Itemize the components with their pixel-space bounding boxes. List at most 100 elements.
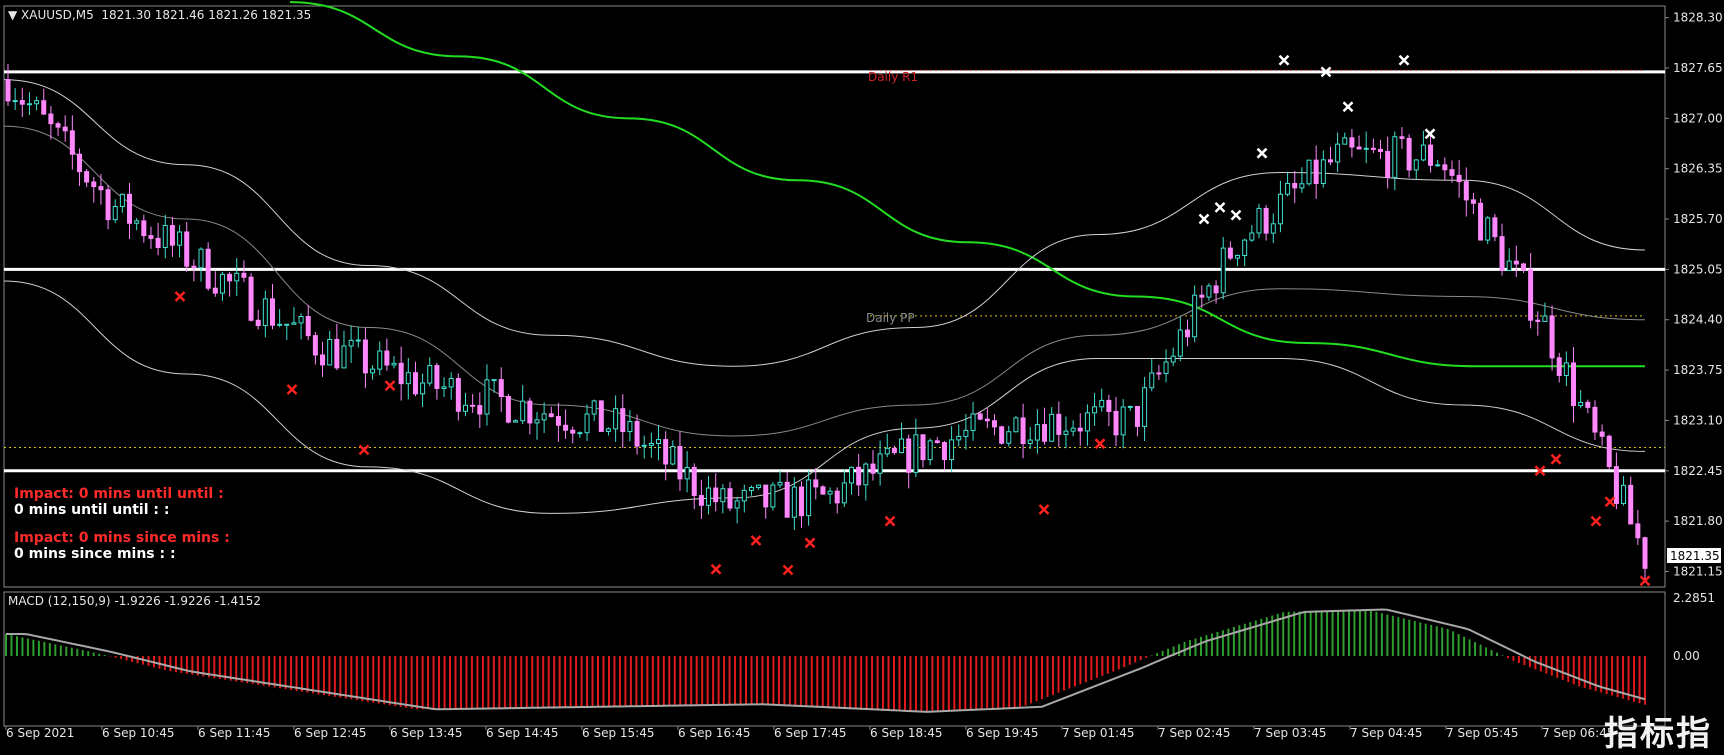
candle-body [891, 447, 897, 454]
price-tick-label: 1823.75 [1673, 363, 1723, 377]
candle-body [162, 225, 168, 248]
candle-body [141, 220, 147, 237]
candle-body [591, 400, 597, 415]
candle-body [284, 323, 290, 326]
envelope-bands [3, 1, 1646, 514]
candle-body [177, 231, 183, 246]
signal-cross [1278, 54, 1290, 66]
candle-body [191, 265, 197, 269]
candle-body [348, 339, 354, 347]
candle-body [970, 413, 976, 431]
candle-body [448, 377, 454, 388]
candle-body [648, 442, 654, 446]
candle-body [1084, 412, 1090, 432]
candle-body [1385, 151, 1391, 178]
candle-body [698, 494, 704, 506]
candle-body [1199, 294, 1205, 298]
signal-cross [384, 380, 396, 391]
candle-body [899, 438, 905, 454]
price-tick-label: 1823.10 [1673, 413, 1723, 427]
candle-body [1192, 294, 1198, 338]
candle-body [941, 442, 947, 461]
symbol-name: XAUUSD,M5 [21, 8, 94, 22]
candle-body [184, 231, 190, 267]
candle-body [362, 339, 368, 374]
time-tick-label: 6 Sep 11:45 [198, 726, 270, 740]
signal-cross [1320, 66, 1332, 78]
candle-body [1149, 372, 1155, 389]
candle-body [1478, 202, 1484, 241]
candle-body [1213, 285, 1219, 294]
candle-body [849, 466, 855, 484]
candle-body [1020, 417, 1026, 445]
candle-body [427, 365, 433, 384]
lower-band-line [3, 280, 1646, 514]
symbol-quote: ▼ XAUUSD,M5 1821.30 1821.46 1821.26 1821… [8, 8, 311, 22]
candle-body [1549, 315, 1555, 359]
candle-body [1492, 217, 1498, 238]
candle-body [798, 486, 804, 517]
candle-body [1613, 466, 1619, 504]
signal-cross [1256, 147, 1268, 159]
signal-cross [358, 444, 370, 456]
candle-body [1370, 147, 1376, 150]
candle-body [641, 444, 647, 447]
macd-axis-label: 2.2851 [1673, 591, 1715, 605]
signal-cross [1198, 213, 1210, 225]
signal-cross [1424, 128, 1436, 140]
time-tick-label: 6 Sep 18:45 [870, 726, 942, 740]
signal-cross [1342, 101, 1354, 113]
candle-body [1163, 361, 1169, 374]
candle-body [1428, 144, 1434, 166]
candle-body [991, 420, 997, 428]
candle-body [1263, 207, 1269, 234]
candle-body [370, 368, 376, 374]
candle-body [1170, 355, 1176, 363]
time-tick-label: 7 Sep 06:45 [1542, 726, 1614, 740]
upper-band-line [3, 79, 1646, 367]
middle-band-line [3, 125, 1646, 437]
impact-until-value: 0 mins until until : : [14, 502, 170, 518]
signal-cross [1534, 465, 1546, 477]
time-tick-label: 6 Sep 16:45 [678, 726, 750, 740]
candle-body [1356, 146, 1362, 150]
candle-body [1327, 159, 1333, 163]
candle-body [398, 362, 404, 385]
candle-body [598, 400, 604, 432]
candle-body [520, 400, 526, 422]
candle-body [1313, 159, 1319, 184]
candle-body [727, 488, 733, 509]
candle-body [1535, 319, 1541, 322]
candle-body [420, 382, 426, 395]
candle-body [1227, 247, 1233, 259]
candle-body [513, 420, 519, 423]
candle-body [1049, 413, 1055, 442]
candle-body [1463, 181, 1469, 201]
candle-body [1034, 424, 1040, 441]
candle-body [1134, 405, 1140, 427]
macd-axis-label: 0.00 [1673, 649, 1700, 663]
candle-body [269, 298, 275, 326]
candle-body [999, 426, 1005, 444]
candle-body [1142, 387, 1148, 427]
quote-values: 1821.30 1821.46 1821.26 1821.35 [101, 8, 312, 22]
candle-body [19, 100, 25, 105]
signal-cross [1639, 575, 1651, 587]
candle-body [1563, 362, 1569, 376]
candle-body [856, 466, 862, 486]
candle-body [1006, 431, 1012, 444]
candle-body [334, 338, 340, 369]
candle-body [1399, 136, 1405, 139]
candle-body [1306, 159, 1312, 185]
candle-body [605, 428, 611, 432]
macd-label: MACD (12,150,9) -1.9226 -1.9226 -1.4152 [8, 594, 261, 608]
candle-body [534, 419, 540, 424]
candle-body [1206, 285, 1212, 298]
candle-body [834, 490, 840, 504]
candle-body [677, 446, 683, 480]
dropdown-triangle-icon[interactable]: ▼ [8, 8, 22, 22]
main-panel-border [3, 5, 1666, 588]
candle-body [1470, 199, 1476, 204]
candle-body [1513, 260, 1519, 265]
